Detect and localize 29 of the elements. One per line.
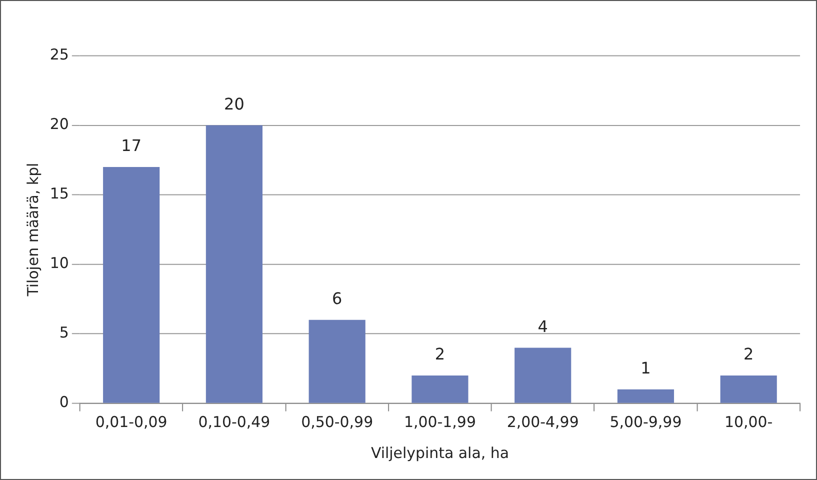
y-tick-label: 20 xyxy=(50,115,69,134)
x-tick-label: 0,01-0,09 xyxy=(95,413,168,432)
bar xyxy=(514,348,572,403)
x-tick-label: 5,00-9,99 xyxy=(610,413,682,432)
x-tick-label: 10,00- xyxy=(724,413,773,432)
data-label: 6 xyxy=(332,289,342,308)
x-tick-label: 0,50-0,99 xyxy=(301,413,374,432)
y-tick-label: 10 xyxy=(50,254,69,272)
y-tick-label: 25 xyxy=(50,46,69,64)
bar xyxy=(103,166,160,403)
x-tick-label: 2,00-4,99 xyxy=(506,413,579,432)
bar xyxy=(617,389,674,403)
x-tick-label: 1,00-1,99 xyxy=(404,413,476,432)
x-axis-title: Viljelypinta ala, ha xyxy=(370,444,509,462)
data-label: 4 xyxy=(538,316,548,336)
bar xyxy=(308,320,366,403)
y-axis-title: Tilojen määrä, kpl xyxy=(24,162,42,298)
x-tick-label: 0,10-0,49 xyxy=(198,413,270,432)
bar xyxy=(720,376,777,403)
data-label: 1 xyxy=(640,358,651,378)
y-tick-label: 0 xyxy=(59,393,69,412)
bar xyxy=(412,376,468,403)
data-label: 17 xyxy=(121,136,142,156)
y-tick-label: 5 xyxy=(59,324,69,342)
bar xyxy=(206,125,262,403)
y-tick-label: 15 xyxy=(50,184,69,203)
data-label: 20 xyxy=(224,94,244,114)
data-label: 2 xyxy=(744,344,754,364)
data-label: 2 xyxy=(434,344,446,364)
